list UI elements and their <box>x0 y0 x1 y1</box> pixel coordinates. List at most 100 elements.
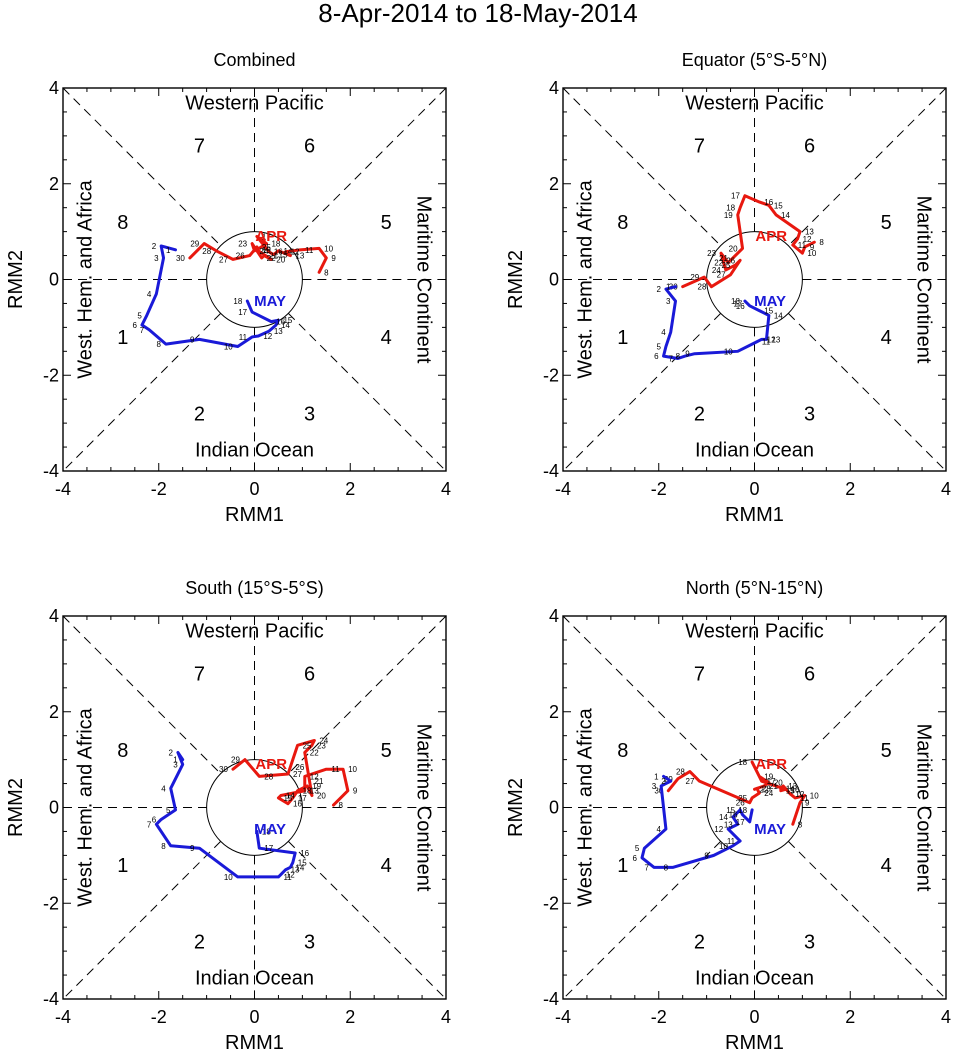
panel-1-ytick-label: 2 <box>49 174 59 194</box>
panel-2-day-label: 20 <box>729 244 738 253</box>
panel-1-day-label: 25 <box>262 243 271 252</box>
panel-2-day-label: 28 <box>698 283 707 292</box>
panel-1-day-label: 13 <box>274 327 283 336</box>
panel-3-xtick-label: 2 <box>345 1007 355 1027</box>
panel-3-day-label: 3 <box>173 760 178 769</box>
panel-4-region-left: West. Hem. and Africa <box>575 707 597 906</box>
panel-3-phase-label: 3 <box>304 932 315 954</box>
panel-1-region-bottom: Indian Ocean <box>195 439 314 461</box>
panel-3-xtick-label: 4 <box>441 1007 451 1027</box>
panel-1-day-label: 1 <box>166 246 171 255</box>
panel-4-month-label-may: MAY <box>754 821 786 838</box>
panel-4-day-label: 9 <box>805 799 810 808</box>
panel-4-series-may <box>640 774 754 869</box>
panel-4-phase-label: 3 <box>804 932 815 954</box>
panel-1-day-label: 16 <box>276 318 285 327</box>
panel-1-day-label: 11 <box>305 246 314 255</box>
panel-1-ytick-label: -2 <box>43 365 59 385</box>
panel-2-day-label: 13 <box>805 228 814 237</box>
panel-1-day-label: 30 <box>176 254 185 263</box>
panel-4-phase-label: 5 <box>881 740 892 762</box>
panel-4-day-label: 17 <box>767 777 776 786</box>
panel-4-phase-label: 7 <box>694 663 705 685</box>
panel-3-day-label: 9 <box>353 787 358 796</box>
panel-1-day-label: 17 <box>262 232 271 241</box>
panel-3-day-label: 9 <box>190 844 195 853</box>
panel-4-day-label: 3 <box>652 782 657 791</box>
panel-1-day-label: 14 <box>281 321 290 330</box>
panel-1-phase-label: 4 <box>381 327 392 349</box>
panel-4-day-label: 30 <box>654 787 663 796</box>
panel-3-ytick-label: -4 <box>43 989 59 1009</box>
panel-2-day-label: 22 <box>714 259 723 268</box>
panel-2-day-label: 1 <box>666 283 671 292</box>
panel-3-title: South (15°S-5°S) <box>185 578 323 598</box>
panel-1-day-label: 27 <box>219 255 228 264</box>
panel-1-day-label: 18 <box>233 297 242 306</box>
panel-2-ytick-label: 0 <box>549 270 559 290</box>
panel-2-diag-line-sw <box>562 312 722 472</box>
panel-3-day-label: 15 <box>283 794 292 803</box>
panel-2-diag-line-ne <box>787 87 947 247</box>
panel-4-day-label: 16 <box>729 811 738 820</box>
panel-1-day-label: 4 <box>147 290 152 299</box>
panel-3-day-label: 1 <box>173 756 178 765</box>
panel-2-day-label: 29 <box>690 273 699 282</box>
panel-3-day-label: 29 <box>231 756 240 765</box>
panel-2-day-label: 10 <box>807 249 816 258</box>
panel-3-series-apr <box>231 738 350 807</box>
panel-2-month-label-apr: APR <box>755 228 787 245</box>
panel-4-day-label: 8 <box>664 863 669 872</box>
panel-3-phase-label: 4 <box>381 855 392 877</box>
panel-1-day-label: 20 <box>276 255 285 264</box>
panel-4-day-label: 14 <box>719 813 728 822</box>
panel-1-day-label: 2 <box>152 242 157 251</box>
panel-1-day-label: 17 <box>238 308 247 317</box>
panel-1-month-label-may: MAY <box>254 293 286 310</box>
panel-4-day-label: 17 <box>736 818 745 827</box>
panel-2-day-label: 10 <box>724 347 733 356</box>
panel-2-xlabel: RMM1 <box>725 504 784 526</box>
panel-2-phase-label: 5 <box>881 212 892 234</box>
panel-2-phase-label: 1 <box>617 327 628 349</box>
panel-1-day-label: 29 <box>190 240 199 249</box>
panel-4-xtick-label: 2 <box>845 1007 855 1027</box>
panel-1-day-label: 28 <box>202 247 211 256</box>
panel-1-day-label: 8 <box>324 268 329 277</box>
panel-3-phase-label: 6 <box>304 663 315 685</box>
panel-4-phase-label: 2 <box>694 932 705 954</box>
panel-1-diag-line-nw <box>62 87 222 247</box>
panel-3-day-label: 13 <box>291 866 300 875</box>
panel-2-day-label: 11 <box>798 241 807 250</box>
panel-1-region-right: Maritime Continent <box>412 196 434 364</box>
panel-3-day-label: 17 <box>298 794 307 803</box>
panel-1-region-left: West. Hem. and Africa <box>75 179 97 378</box>
panel-4-day-label: 14 <box>786 784 795 793</box>
panel-2-day-label: 13 <box>771 335 780 344</box>
panel-3-day-label: 7 <box>147 820 152 829</box>
panel-1-diag-line-se <box>287 312 447 472</box>
panel-3-region-left: West. Hem. and Africa <box>75 707 97 906</box>
panel-1-phase-label: 3 <box>304 404 315 426</box>
panel-4-day-label: 12 <box>714 825 723 834</box>
panel-1-phase-label: 2 <box>194 404 205 426</box>
panel-3-day-label: 8 <box>161 842 166 851</box>
panel-3-xtick-label: -2 <box>151 1007 167 1027</box>
panel-2-xtick-label: 4 <box>941 479 951 499</box>
panel-2-ytick-label: 4 <box>549 78 559 98</box>
panel-2-series-apr <box>681 194 816 289</box>
panel-3-day-label: 21 <box>315 777 324 786</box>
panel-4-day-label: 7 <box>645 863 650 872</box>
panel-3-diag-line-se <box>287 840 447 1000</box>
panel-3-day-label: 2 <box>168 748 173 757</box>
panel-2-diag-line-se <box>787 312 947 472</box>
panel-1-day-label: 10 <box>324 244 333 253</box>
panel-1-day-label: 13 <box>295 252 304 261</box>
panel-2-day-label: 14 <box>774 311 783 320</box>
panel-3-ytick-label: 4 <box>49 606 59 626</box>
panel-3-day-label: 25 <box>303 741 312 750</box>
panel-3-xlabel: RMM1 <box>225 1032 284 1054</box>
